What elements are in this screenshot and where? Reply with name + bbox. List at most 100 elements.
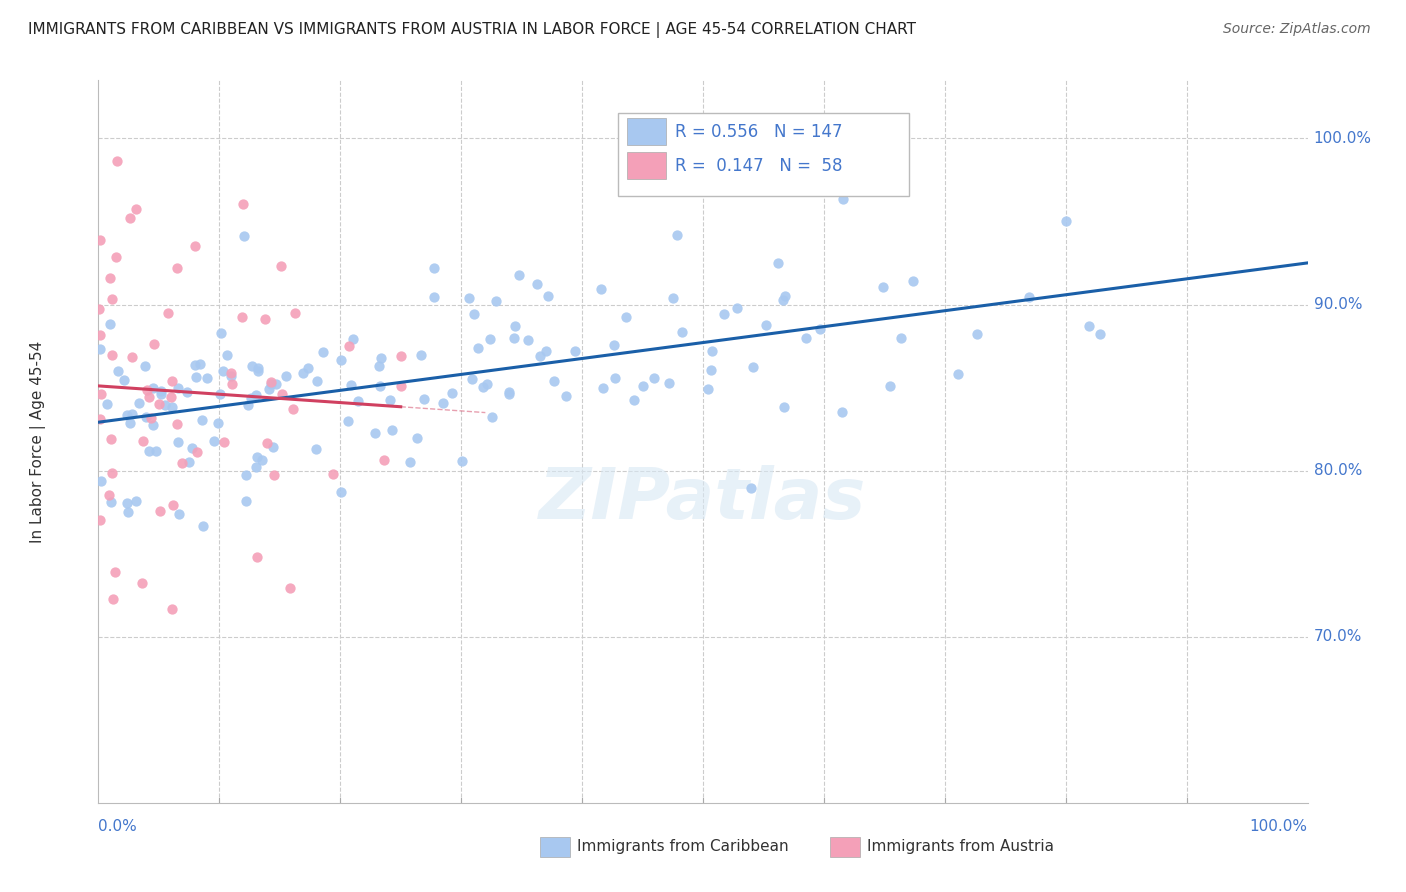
Point	[278, 581, 301, 595]
FancyBboxPatch shape	[540, 837, 569, 857]
Point	[231, 310, 253, 324]
Point	[186, 444, 208, 458]
Point	[207, 416, 229, 430]
Point	[104, 565, 127, 579]
Point	[832, 193, 855, 207]
Point	[100, 292, 122, 306]
Point	[381, 423, 404, 437]
Point	[120, 416, 142, 430]
Point	[389, 349, 412, 363]
Point	[89, 327, 111, 342]
Point	[128, 396, 150, 410]
Point	[398, 454, 420, 468]
Point	[794, 331, 817, 345]
Point	[250, 453, 273, 467]
Point	[472, 380, 495, 394]
Point	[478, 333, 501, 347]
Point	[810, 321, 832, 335]
Point	[160, 390, 183, 404]
Point	[592, 381, 614, 395]
Point	[259, 382, 281, 396]
Point	[190, 357, 212, 371]
Point	[271, 386, 294, 401]
Point	[276, 369, 298, 384]
Point	[121, 408, 143, 422]
Point	[100, 348, 122, 362]
Point	[121, 350, 143, 364]
Point	[537, 289, 560, 303]
Point	[643, 371, 665, 385]
Point	[485, 293, 508, 308]
Point	[1077, 319, 1099, 334]
Point	[526, 277, 548, 292]
Point	[107, 364, 129, 378]
Point	[105, 250, 128, 264]
Point	[89, 342, 111, 356]
Point	[246, 550, 269, 565]
Point	[364, 425, 387, 440]
Text: Immigrants from Caribbean: Immigrants from Caribbean	[578, 838, 789, 854]
Point	[263, 467, 285, 482]
Text: 0.0%: 0.0%	[98, 820, 138, 834]
Point	[697, 382, 720, 396]
Point	[463, 307, 485, 321]
Point	[370, 351, 392, 366]
Point	[322, 467, 344, 482]
Point	[193, 518, 215, 533]
Text: R =  0.147   N =  58: R = 0.147 N = 58	[675, 156, 842, 175]
Point	[105, 154, 128, 169]
Point	[872, 280, 894, 294]
Point	[555, 389, 578, 403]
Point	[475, 377, 498, 392]
Text: In Labor Force | Age 45-54: In Labor Force | Age 45-54	[30, 341, 46, 542]
Point	[162, 602, 184, 616]
Point	[125, 494, 148, 508]
Text: Immigrants from Austria: Immigrants from Austria	[868, 838, 1054, 854]
Point	[946, 368, 969, 382]
Point	[142, 336, 165, 351]
Point	[212, 364, 235, 378]
Point	[166, 261, 188, 276]
Point	[177, 455, 200, 469]
Point	[432, 395, 454, 409]
Point	[766, 256, 789, 270]
Point	[166, 417, 188, 432]
Point	[112, 374, 135, 388]
Point	[337, 339, 360, 353]
Point	[160, 401, 183, 415]
Point	[281, 401, 304, 416]
Point	[191, 413, 214, 427]
Point	[90, 387, 112, 401]
Point	[254, 312, 277, 326]
Text: IMMIGRANTS FROM CARIBBEAN VS IMMIGRANTS FROM AUSTRIA IN LABOR FORCE | AGE 45-54 : IMMIGRANTS FROM CARIBBEAN VS IMMIGRANTS …	[28, 22, 917, 38]
Point	[966, 327, 988, 342]
Point	[101, 466, 124, 480]
Point	[181, 442, 204, 456]
Point	[219, 369, 242, 384]
Point	[605, 371, 627, 385]
Point	[246, 450, 269, 464]
Point	[662, 291, 685, 305]
Point	[98, 271, 121, 285]
FancyBboxPatch shape	[619, 112, 908, 196]
Point	[233, 229, 256, 244]
Point	[245, 460, 267, 475]
Point	[498, 386, 520, 401]
Point	[755, 318, 778, 332]
Point	[145, 444, 167, 458]
Point	[232, 196, 254, 211]
Text: R = 0.556   N = 147: R = 0.556 N = 147	[675, 122, 842, 141]
Point	[291, 367, 314, 381]
Point	[772, 400, 794, 414]
Point	[411, 348, 433, 362]
Point	[831, 405, 853, 419]
Point	[184, 369, 207, 384]
Point	[139, 411, 162, 425]
Point	[347, 394, 370, 409]
Point	[142, 381, 165, 395]
Point	[702, 344, 724, 359]
Point	[209, 387, 232, 401]
FancyBboxPatch shape	[627, 118, 665, 145]
Point	[713, 307, 735, 321]
Point	[184, 358, 207, 372]
